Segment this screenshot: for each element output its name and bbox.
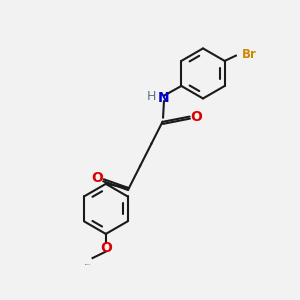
Text: N: N — [158, 91, 170, 105]
Text: methoxy: methoxy — [85, 264, 91, 265]
Text: O: O — [92, 171, 103, 185]
Text: H: H — [147, 90, 157, 103]
Text: Br: Br — [242, 48, 256, 61]
Text: O: O — [100, 241, 112, 255]
Text: O: O — [190, 110, 202, 124]
